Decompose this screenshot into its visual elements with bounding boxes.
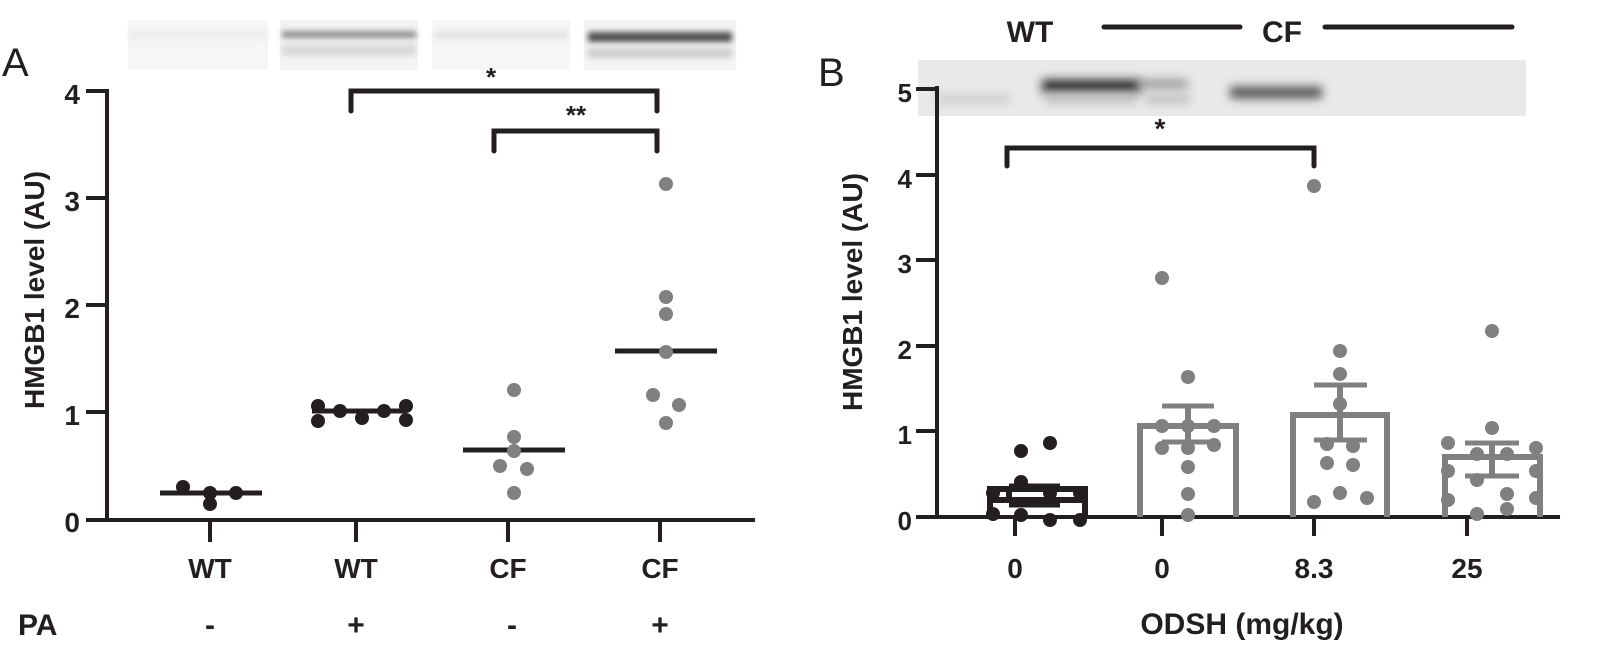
y-tick-1: 1 <box>898 420 912 450</box>
y-tick-0: 0 <box>64 507 80 538</box>
panel-a-y-axis-label: HMGB1 level (AU) <box>19 171 50 409</box>
x-label-8-3: 8.3 <box>1295 553 1334 584</box>
panel-b-y-ticks: 0 1 2 3 4 5 <box>898 78 913 536</box>
y-tick-4: 4 <box>64 79 80 110</box>
pa-value-4: + <box>651 609 669 642</box>
panel-a-axes <box>86 89 755 542</box>
panel-b-y-axis-label: HMGB1 level (AU) <box>837 173 868 411</box>
pa-value-2: + <box>347 609 365 642</box>
y-tick-2: 2 <box>898 335 912 365</box>
x-label-wt-2: WT <box>334 553 378 584</box>
panel-b: B WT CF <box>818 16 1560 641</box>
panel-b-x-axis-label: ODSH (mg/kg) <box>1140 608 1343 641</box>
panel-b-x-labels: 0 0 8.3 25 ODSH (mg/kg) <box>1007 553 1482 641</box>
panel-a: A 0 1 <box>2 20 755 642</box>
panel-b-group-header: WT CF <box>1007 16 1515 49</box>
y-tick-2: 2 <box>64 293 80 324</box>
panel-a-x-labels: WT WT CF CF PA - + - + <box>18 553 679 642</box>
x-label-wt-1: WT <box>188 553 232 584</box>
y-tick-3: 3 <box>64 186 80 217</box>
y-tick-3: 3 <box>898 249 912 279</box>
y-tick-4: 4 <box>898 164 913 194</box>
x-label-0-cf: 0 <box>1154 553 1170 584</box>
y-tick-0: 0 <box>898 506 912 536</box>
sig-bracket-b1 <box>1004 145 1317 169</box>
x-label-0-wt: 0 <box>1007 553 1023 584</box>
sig-star-a1: * <box>486 62 497 92</box>
panel-a-y-ticks: 0 1 2 3 4 <box>64 79 80 538</box>
sig-star-b1: * <box>1155 113 1166 144</box>
panel-b-bars <box>987 382 1543 517</box>
header-wt: WT <box>1007 16 1054 49</box>
y-tick-5: 5 <box>898 78 912 108</box>
sig-star-a2: ** <box>566 100 587 130</box>
y-tick-1: 1 <box>64 400 80 431</box>
x-label-cf-1: CF <box>489 553 526 584</box>
pa-value-1: - <box>205 609 215 642</box>
pa-row-label: PA <box>18 609 57 642</box>
panel-a-blot <box>128 20 736 70</box>
x-label-cf-2: CF <box>641 553 678 584</box>
x-label-25: 25 <box>1451 553 1482 584</box>
pa-value-3: - <box>507 609 517 642</box>
panel-a-significance <box>348 88 660 154</box>
panel-b-data <box>986 179 1543 527</box>
panel-a-letter: A <box>2 41 29 85</box>
header-cf: CF <box>1262 16 1302 49</box>
panel-b-letter: B <box>818 51 845 95</box>
panel-b-blot <box>918 60 1526 116</box>
panel-a-data <box>160 177 717 511</box>
